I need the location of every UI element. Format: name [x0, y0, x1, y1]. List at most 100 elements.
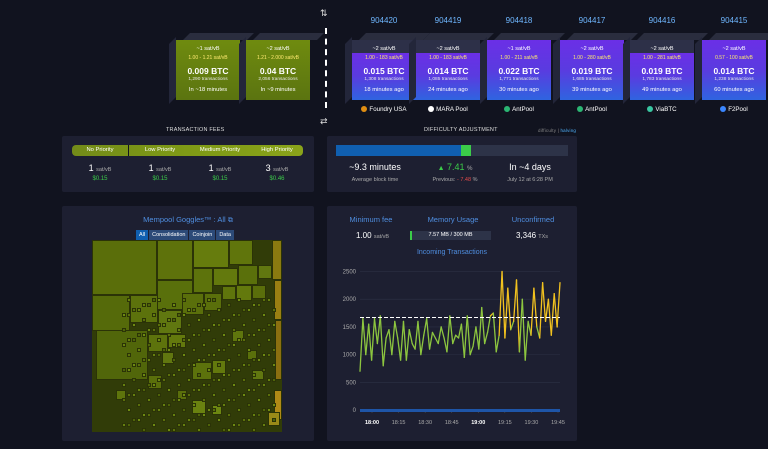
- treemap-tx-cell[interactable]: [192, 348, 196, 352]
- treemap-tx-cell[interactable]: [222, 403, 226, 407]
- swap-arrows-icon[interactable]: ⇄: [320, 116, 328, 126]
- mined-block[interactable]: ~2 sat/vB 1.00 - 281 sat/vB 0.019 BTC 1,783…: [623, 16, 708, 113]
- treemap-tx-cell[interactable]: [272, 240, 282, 280]
- treemap-tx-cell[interactable]: [122, 328, 126, 332]
- treemap-tx-cell[interactable]: [222, 286, 236, 300]
- treemap-tx-cell[interactable]: [242, 418, 246, 422]
- treemap-tx-cell[interactable]: [177, 328, 181, 332]
- treemap-tx-cell[interactable]: [137, 308, 141, 312]
- treemap-tx-cell[interactable]: [187, 418, 191, 422]
- treemap-tx-cell[interactable]: [147, 303, 151, 307]
- treemap-tx-cell[interactable]: [142, 303, 146, 307]
- treemap-tx-cell[interactable]: [172, 358, 176, 362]
- block-height-link[interactable]: 904415: [720, 16, 748, 25]
- treemap-tx-cell[interactable]: [167, 388, 171, 392]
- treemap-tx-cell[interactable]: [92, 240, 157, 295]
- mining-pool[interactable]: AntPool: [477, 106, 561, 113]
- treemap-tx-cell[interactable]: [157, 323, 161, 327]
- treemap-tx-cell[interactable]: [267, 298, 271, 302]
- treemap-tx-cell[interactable]: [127, 423, 131, 427]
- treemap-tx-cell[interactable]: [152, 383, 156, 387]
- treemap-tx-cell[interactable]: [167, 428, 171, 432]
- treemap-tx-cell[interactable]: [122, 383, 126, 387]
- treemap-tx-cell[interactable]: [197, 388, 201, 392]
- treemap-tx-cell[interactable]: [272, 348, 276, 352]
- treemap-tx-cell[interactable]: [142, 428, 146, 432]
- treemap-tx-cell[interactable]: [193, 268, 213, 293]
- treemap-tx-cell[interactable]: [252, 428, 256, 432]
- treemap-tx-cell[interactable]: [122, 423, 126, 427]
- treemap-tx-cell[interactable]: [217, 308, 221, 312]
- mempool-block[interactable]: ~2 sat/vB 1.21 - 2.000 sat/vB 0.04 BTC 2,05…: [239, 33, 324, 104]
- treemap-tx-cell[interactable]: [242, 378, 246, 382]
- treemap-tx-cell[interactable]: [207, 353, 211, 357]
- treemap-tx-cell[interactable]: [182, 338, 186, 342]
- treemap-tx-cell[interactable]: [182, 298, 186, 302]
- treemap-tx-cell[interactable]: [187, 363, 191, 367]
- treemap-tx-cell[interactable]: [217, 323, 221, 327]
- treemap-tx-cell[interactable]: [222, 428, 226, 432]
- treemap-tx-cell[interactable]: [252, 373, 256, 377]
- treemap-tx-cell[interactable]: [237, 368, 241, 372]
- treemap-tx-cell[interactable]: [152, 298, 156, 302]
- treemap-tx-cell[interactable]: [142, 413, 146, 417]
- treemap-tx-cell[interactable]: [207, 423, 211, 427]
- treemap-tx-cell[interactable]: [257, 343, 261, 347]
- treemap-tx-cell[interactable]: [192, 308, 196, 312]
- mining-pool[interactable]: AntPool: [550, 106, 634, 113]
- treemap-tx-cell[interactable]: [237, 298, 241, 302]
- treemap-tx-cell[interactable]: [267, 408, 271, 412]
- treemap-tx-cell[interactable]: [212, 393, 216, 397]
- block-height-link[interactable]: 904417: [578, 16, 606, 25]
- treemap-tx-cell[interactable]: [172, 398, 176, 402]
- mempool-goggles-title[interactable]: Mempool Goggles™ : All ⧉: [62, 215, 314, 225]
- treemap-tx-cell[interactable]: [227, 373, 231, 377]
- treemap-tx-cell[interactable]: [272, 418, 276, 422]
- treemap-tx-cell[interactable]: [182, 368, 186, 372]
- treemap-tx-cell[interactable]: [222, 318, 226, 322]
- treemap-tx-cell[interactable]: [137, 363, 141, 367]
- treemap-tx-cell[interactable]: [177, 423, 181, 427]
- treemap-tx-cell[interactable]: [182, 353, 186, 357]
- treemap-tx-cell[interactable]: [147, 383, 151, 387]
- goggles-filter-consolidation[interactable]: Consolidation: [149, 230, 189, 240]
- treemap-tx-cell[interactable]: [162, 363, 166, 367]
- treemap-tx-cell[interactable]: [127, 353, 131, 357]
- treemap-tx-cell[interactable]: [167, 333, 171, 337]
- treemap-tx-cell[interactable]: [137, 348, 141, 352]
- treemap-tx-cell[interactable]: [262, 328, 266, 332]
- goggles-filter-coinjoin[interactable]: Coinjoin: [189, 230, 216, 240]
- treemap-tx-cell[interactable]: [162, 403, 166, 407]
- block-height-link[interactable]: 904418: [505, 16, 533, 25]
- treemap-tx-cell[interactable]: [267, 393, 271, 397]
- mined-block[interactable]: ~2 sat/vB 1.00 - 280 sat/vB 0.019 BTC 1,685…: [553, 16, 638, 113]
- treemap-tx-cell[interactable]: [197, 333, 201, 337]
- treemap-tx-cell[interactable]: [187, 378, 191, 382]
- treemap-tx-cell[interactable]: [132, 378, 136, 382]
- treemap-tx-cell[interactable]: [237, 408, 241, 412]
- treemap-tx-cell[interactable]: [227, 413, 231, 417]
- treemap-tx-cell[interactable]: [132, 308, 136, 312]
- treemap-tx-cell[interactable]: [162, 418, 166, 422]
- treemap-tx-cell[interactable]: [192, 333, 196, 337]
- treemap-tx-cell[interactable]: [232, 368, 236, 372]
- treemap-tx-cell[interactable]: [202, 398, 206, 402]
- treemap-tx-cell[interactable]: [207, 383, 211, 387]
- treemap-tx-cell[interactable]: [197, 413, 201, 417]
- treemap-tx-cell[interactable]: [122, 343, 126, 347]
- treemap-tx-cell[interactable]: [222, 333, 226, 337]
- treemap-tx-cell[interactable]: [212, 408, 216, 412]
- treemap-tx-cell[interactable]: [247, 333, 251, 337]
- treemap-tx-cell[interactable]: [227, 398, 231, 402]
- treemap-tx-cell[interactable]: [182, 423, 186, 427]
- treemap-tx-cell[interactable]: [122, 368, 126, 372]
- treemap-tx-cell[interactable]: [242, 363, 246, 367]
- treemap-tx-cell[interactable]: [152, 408, 156, 412]
- treemap-tx-cell[interactable]: [96, 330, 148, 380]
- treemap-tx-cell[interactable]: [257, 398, 261, 402]
- treemap-tx-cell[interactable]: [202, 358, 206, 362]
- mined-block[interactable]: ~2 sat/vB 1.00 - 183 sat/vB 0.015 BTC 1,308…: [345, 16, 430, 113]
- treemap-tx-cell[interactable]: [204, 293, 222, 311]
- treemap-tx-cell[interactable]: [192, 388, 196, 392]
- treemap-tx-cell[interactable]: [252, 333, 256, 337]
